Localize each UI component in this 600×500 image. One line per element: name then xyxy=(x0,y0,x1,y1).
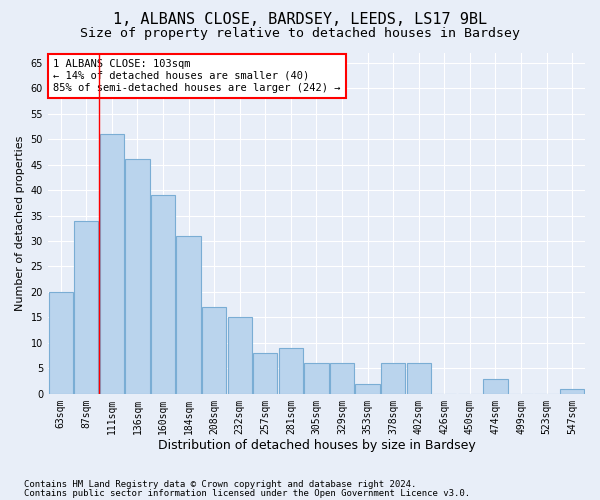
Bar xyxy=(560,388,584,394)
Text: 1 ALBANS CLOSE: 103sqm
← 14% of detached houses are smaller (40)
85% of semi-det: 1 ALBANS CLOSE: 103sqm ← 14% of detached… xyxy=(53,60,341,92)
Bar xyxy=(100,134,124,394)
Bar xyxy=(49,292,73,394)
Y-axis label: Number of detached properties: Number of detached properties xyxy=(15,136,25,311)
Bar xyxy=(330,364,354,394)
X-axis label: Distribution of detached houses by size in Bardsey: Distribution of detached houses by size … xyxy=(158,440,475,452)
Bar xyxy=(484,378,508,394)
Bar xyxy=(279,348,303,394)
Bar xyxy=(381,364,406,394)
Bar xyxy=(407,364,431,394)
Text: Size of property relative to detached houses in Bardsey: Size of property relative to detached ho… xyxy=(80,28,520,40)
Bar xyxy=(151,195,175,394)
Text: Contains public sector information licensed under the Open Government Licence v3: Contains public sector information licen… xyxy=(24,488,470,498)
Bar xyxy=(176,236,201,394)
Bar xyxy=(355,384,380,394)
Bar xyxy=(253,353,277,394)
Bar xyxy=(125,160,149,394)
Bar xyxy=(202,307,226,394)
Bar xyxy=(74,220,98,394)
Text: Contains HM Land Registry data © Crown copyright and database right 2024.: Contains HM Land Registry data © Crown c… xyxy=(24,480,416,489)
Bar xyxy=(304,364,329,394)
Text: 1, ALBANS CLOSE, BARDSEY, LEEDS, LS17 9BL: 1, ALBANS CLOSE, BARDSEY, LEEDS, LS17 9B… xyxy=(113,12,487,28)
Bar xyxy=(227,318,252,394)
